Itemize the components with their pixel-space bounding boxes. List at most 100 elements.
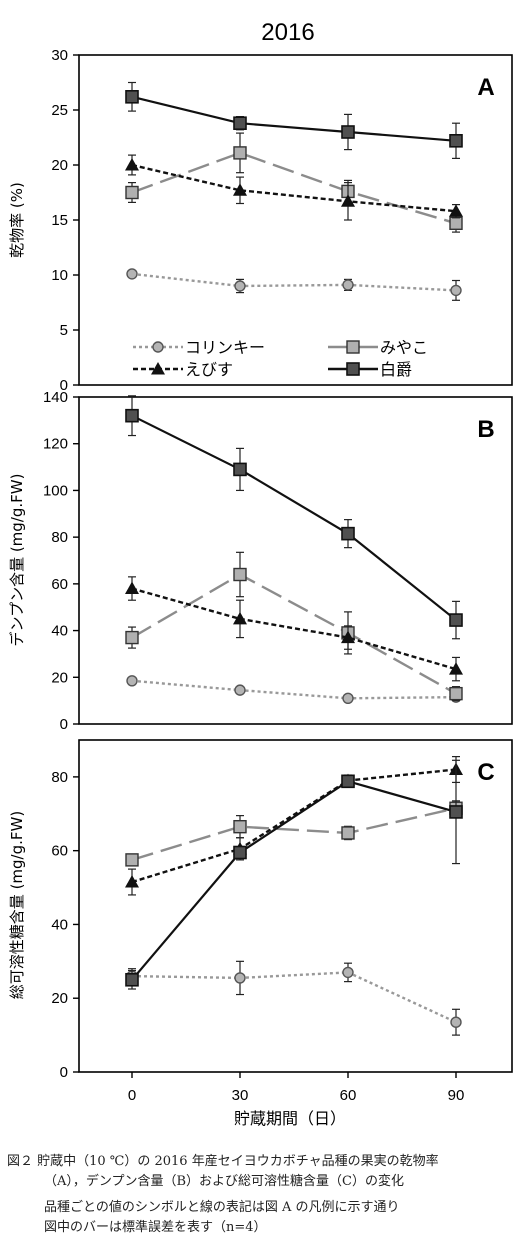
chart-panel-c: 0 20 40 60 80 0 30 60 90 総可溶性糖含量 (mg/g.FW) C xyxy=(8,739,513,1104)
y-tick-label: 0 xyxy=(60,716,68,733)
y-tick-label: 140 xyxy=(43,389,68,406)
y-tick-label: 20 xyxy=(51,990,68,1007)
legend-item: コリンキー xyxy=(133,338,265,357)
data-point xyxy=(233,845,247,860)
series-line xyxy=(131,587,457,671)
data-point xyxy=(341,125,355,139)
y-tick-label: 0 xyxy=(60,1064,68,1081)
x-tick-label: 0 xyxy=(128,1087,136,1104)
caption-line-1: 図２ 貯蔵中（10 ℃）の 2016 年産セイヨウカボチャ品種の果実の乾物率 xyxy=(7,1154,439,1169)
data-point xyxy=(341,826,355,840)
legend-label: コリンキー xyxy=(185,338,265,357)
y-axis-label: デンプン含量 (mg/g.FW) xyxy=(8,474,26,647)
chart-panel-b: 0 20 40 60 80 100 120 140 デンプン含量 (mg/g.FW) B xyxy=(8,389,513,733)
y-axis-label: 総可溶性糖含量 (mg/g.FW) xyxy=(8,811,26,999)
y-tick-label: 120 xyxy=(43,436,68,453)
legend-item: 白爵 xyxy=(328,360,412,379)
series-1 xyxy=(125,132,463,233)
data-point xyxy=(341,526,355,541)
data-point xyxy=(234,280,246,292)
x-tick-label: 30 xyxy=(232,1087,249,1104)
series-3 xyxy=(125,395,463,640)
x-axis-label: 貯蔵期間（日） xyxy=(234,1109,346,1128)
legend-marker xyxy=(152,341,164,353)
data-point xyxy=(126,268,138,280)
data-point xyxy=(234,972,246,984)
data-point xyxy=(125,90,139,104)
legend-item: えびす xyxy=(133,360,233,379)
figure-year-title: 2016 xyxy=(261,19,314,46)
y-tick-label: 40 xyxy=(51,916,68,933)
series-line xyxy=(131,95,457,142)
panel-label: A xyxy=(477,74,494,101)
series-line xyxy=(131,414,457,621)
data-point xyxy=(125,581,139,595)
series-line xyxy=(131,163,457,213)
data-point xyxy=(341,194,355,207)
data-point xyxy=(125,630,139,645)
data-point xyxy=(233,116,247,130)
series-line xyxy=(131,573,457,695)
legend-marker xyxy=(151,362,165,375)
data-point xyxy=(125,875,139,888)
data-point xyxy=(233,462,247,477)
data-point xyxy=(234,684,246,696)
data-point xyxy=(341,630,355,644)
data-point xyxy=(449,662,463,675)
data-point xyxy=(233,146,247,160)
y-tick-label: 20 xyxy=(51,157,68,174)
data-point xyxy=(125,185,139,200)
data-point xyxy=(449,613,463,627)
series-line xyxy=(131,272,457,292)
series-1 xyxy=(125,551,463,702)
plot-frame xyxy=(78,396,513,725)
data-point xyxy=(341,774,355,789)
caption-line-3: 品種ごとの値のシンボルと線の表記は図 A の凡例に示す通り xyxy=(44,1200,400,1215)
y-tick-label: 15 xyxy=(51,212,68,229)
data-point xyxy=(342,279,354,291)
y-tick-label: 60 xyxy=(51,843,68,860)
data-point xyxy=(233,819,247,834)
data-point xyxy=(449,805,463,819)
series-2 xyxy=(125,755,463,896)
series-3 xyxy=(125,759,463,990)
series-line xyxy=(131,679,457,700)
y-tick-label: 10 xyxy=(51,267,68,284)
y-tick-label: 0 xyxy=(60,377,68,394)
data-point xyxy=(125,853,139,867)
series-0 xyxy=(126,268,462,301)
series-3 xyxy=(125,81,463,159)
data-point xyxy=(233,611,247,625)
series-0 xyxy=(126,960,462,1036)
y-tick-label: 20 xyxy=(51,669,68,686)
data-point xyxy=(449,686,463,701)
series-1 xyxy=(125,800,463,867)
data-point xyxy=(233,183,247,196)
series-2 xyxy=(125,576,463,682)
figure-2016-pumpkin-storage: 2016 0 5 10 15 20 25 30 乾物率 (%) A 0 20 40 60 80 100 120… xyxy=(8,19,513,1128)
series-2 xyxy=(125,154,463,221)
chart-panel-a: 0 5 10 15 20 25 30 乾物率 (%) A xyxy=(8,47,513,394)
legend-label: みやこ xyxy=(380,338,428,357)
x-tick-label: 60 xyxy=(340,1087,357,1104)
series-line xyxy=(131,807,457,862)
data-point xyxy=(449,204,463,217)
legend-label: 白爵 xyxy=(380,360,412,379)
series-line xyxy=(131,151,457,225)
panel-label: B xyxy=(477,416,494,443)
series-line xyxy=(131,971,457,1024)
series-line xyxy=(131,768,457,884)
y-tick-label: 5 xyxy=(60,322,68,339)
data-point xyxy=(449,134,463,148)
x-tick-label: 90 xyxy=(448,1087,465,1104)
series-0 xyxy=(126,675,462,705)
caption-line-2: （A），デンプン含量（B）および総可溶性糖含量（C）の変化 xyxy=(44,1174,404,1189)
y-tick-label: 100 xyxy=(43,482,68,499)
plot-frame xyxy=(78,739,513,1073)
data-point xyxy=(125,972,139,987)
y-tick-label: 30 xyxy=(51,47,68,64)
legend-marker xyxy=(346,362,360,376)
data-point xyxy=(449,216,463,231)
data-point xyxy=(342,692,354,705)
